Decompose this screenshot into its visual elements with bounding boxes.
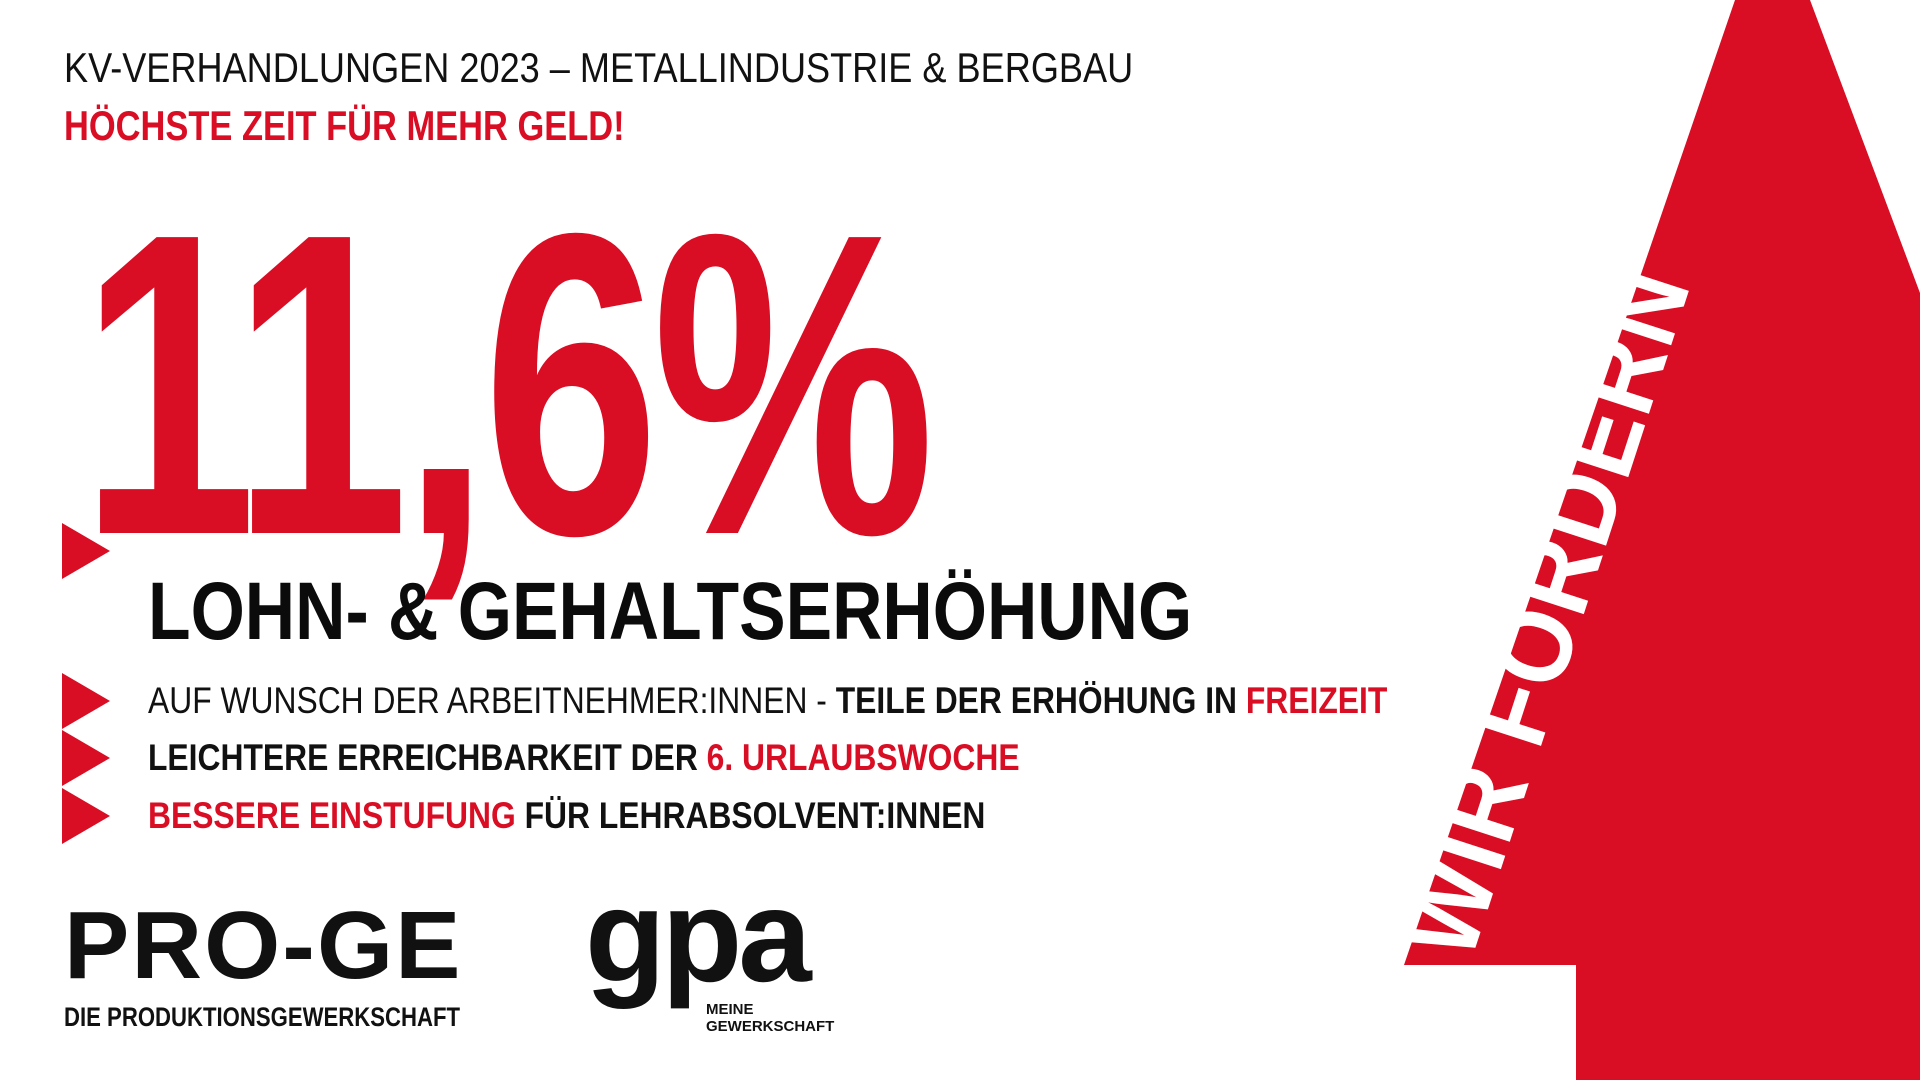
bullet-text-light: AUF WUNSCH DER ARBEITNEHMER:INNEN - (148, 680, 836, 721)
gpa-tagline: MEINE GEWERKSCHAFT (706, 1001, 835, 1035)
proge-logo: PRO-GE (64, 892, 463, 999)
bullet-text-highlight: FREIZEIT (1245, 680, 1388, 721)
gpa-logo: gpa (585, 862, 812, 1009)
bullet-text-bold: FÜR LEHRABSOLVENT:INNEN (515, 795, 986, 836)
bullet-item-einstufung: BESSERE EINSTUFUNG FÜR LEHRABSOLVENT:INN… (148, 795, 985, 837)
bullet-triangle-icon (62, 788, 110, 844)
bullet-triangle-icon (62, 523, 110, 579)
bullet-text-highlight: 6. URLAUBSWOCHE (706, 737, 1020, 778)
bullet-text-bold: LEICHTERE ERREICHBARKEIT DER (148, 737, 707, 778)
percentage-headline: 11,6% (80, 145, 935, 625)
campaign-kicker: KV-VERHANDLUNGEN 2023 – METALLINDUSTRIE … (64, 44, 1134, 91)
bullet-triangle-icon (62, 673, 110, 729)
arrow-polygon (1404, 0, 1920, 1080)
bullet-text-bold: TEILE DER ERHÖHUNG IN (835, 680, 1246, 721)
bullet-item-urlaubswoche: LEICHTERE ERREICHBARKEIT DER 6. URLAUBSW… (148, 737, 1020, 779)
campaign-claim: HÖCHSTE ZEIT FÜR MEHR GELD! (64, 102, 625, 149)
proge-tagline: DIE PRODUKTIONSGEWERKSCHAFT (64, 1002, 461, 1032)
bullet-triangle-icon (62, 730, 110, 786)
bullet-text-highlight: BESSERE EINSTUFUNG (148, 795, 516, 836)
bullet-item-freizeit: AUF WUNSCH DER ARBEITNEHMER:INNEN - TEIL… (148, 680, 1387, 722)
subtitle-raise: LOHN- & GEHALTSERHÖHUNG (148, 566, 1193, 657)
